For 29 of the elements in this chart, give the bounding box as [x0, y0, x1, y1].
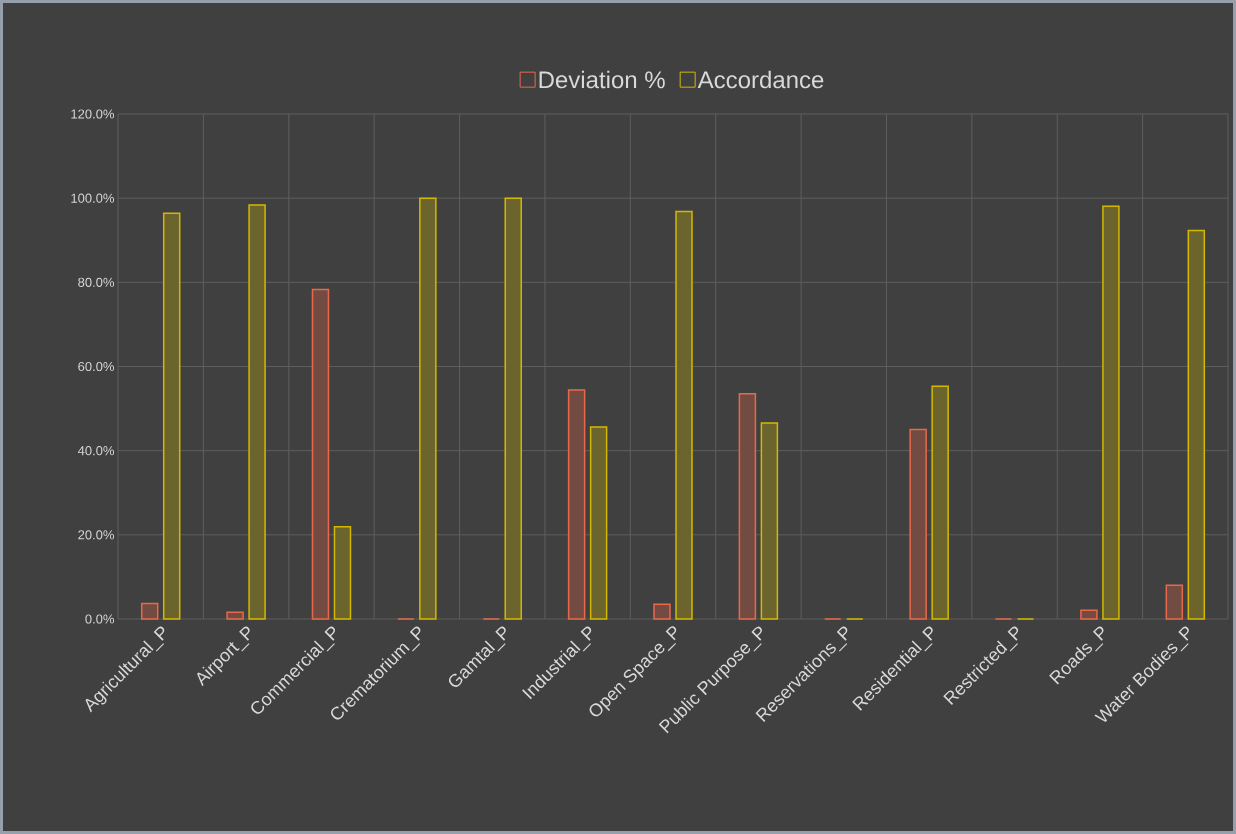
bar [311, 288, 330, 620]
bar [589, 426, 608, 620]
y-tick-label: 40.0% [77, 446, 115, 456]
bar [653, 603, 671, 620]
bar [1102, 205, 1120, 620]
bar [760, 422, 779, 620]
y-tick-label: 80.0% [78, 277, 115, 287]
y-tick-label: 60.0% [78, 361, 115, 372]
bar [675, 210, 693, 620]
bar [567, 389, 586, 620]
bar [504, 197, 522, 620]
y-tick-label: 20.0% [78, 530, 115, 540]
bar [931, 385, 949, 620]
bar [248, 204, 266, 620]
bar [140, 602, 159, 620]
bar [1187, 229, 1206, 620]
bar [419, 197, 437, 620]
y-tick-label: 120.0% [71, 109, 115, 119]
legend-label: Deviation % [539, 70, 665, 89]
legend-label: Accordance [697, 70, 824, 89]
bar [333, 526, 352, 620]
bar [1165, 584, 1184, 620]
bar [738, 393, 757, 620]
bar [1080, 609, 1098, 620]
bar [226, 611, 244, 620]
bar [909, 428, 927, 620]
bar [162, 212, 181, 620]
y-tick-label: 0.0% [85, 614, 115, 624]
y-tick-label: 100.0% [71, 193, 115, 203]
